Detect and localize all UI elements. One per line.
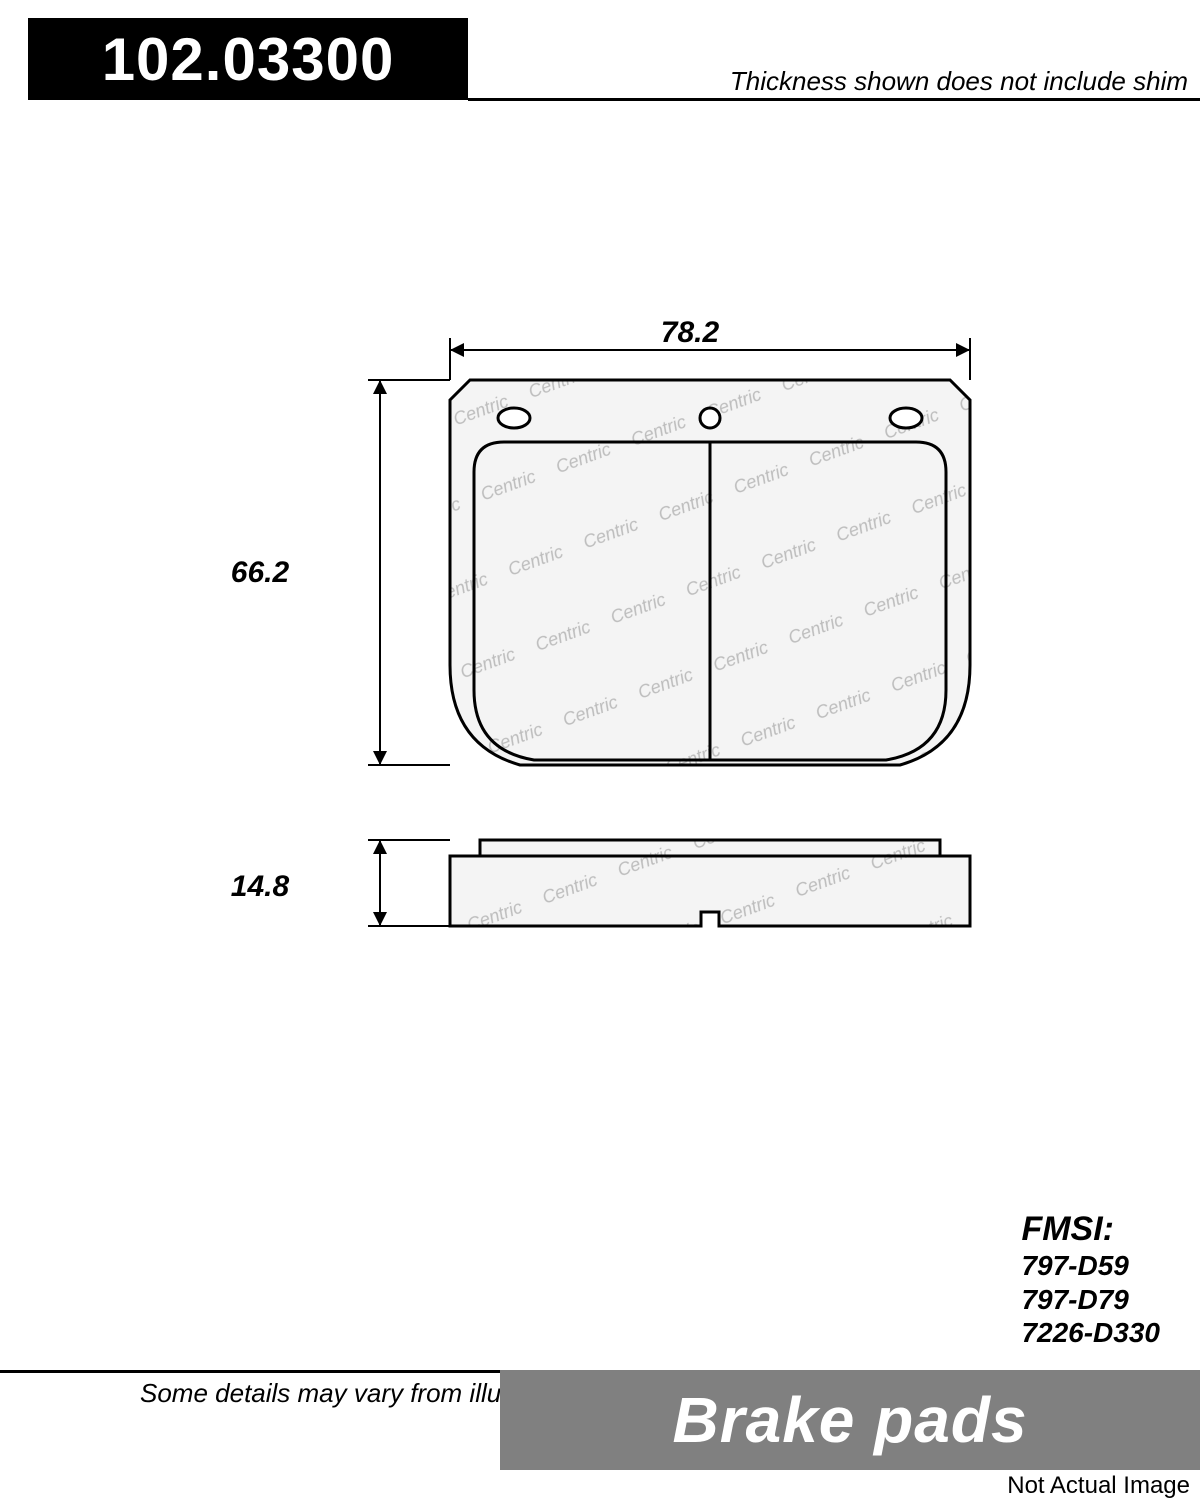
svg-text:14.8: 14.8: [231, 870, 290, 903]
fmsi-code: 7226-D330: [1021, 1316, 1160, 1350]
diagram-svg: Centric78.266.214.8: [150, 320, 1050, 1050]
fmsi-code-list: 797-D59797-D797226-D330: [1021, 1249, 1160, 1350]
not-actual-note: Not Actual Image: [1007, 1472, 1190, 1500]
header-rule: [468, 98, 1200, 101]
fmsi-code: 797-D79: [1021, 1283, 1160, 1317]
brake-pad-diagram: Centric78.266.214.8: [150, 320, 1050, 1050]
part-number: 102.03300: [102, 25, 395, 94]
category-title: Brake pads: [672, 1383, 1027, 1457]
fmsi-code: 797-D59: [1021, 1249, 1160, 1283]
svg-text:78.2: 78.2: [661, 320, 720, 349]
category-band: Brake pads: [500, 1370, 1200, 1470]
svg-text:66.2: 66.2: [231, 556, 290, 589]
fmsi-block: FMSI: 797-D59797-D797226-D330: [1021, 1210, 1160, 1350]
fmsi-title: FMSI:: [1021, 1210, 1160, 1249]
part-number-band: 102.03300: [28, 18, 468, 100]
thickness-note: Thickness shown does not include shim: [730, 66, 1188, 97]
